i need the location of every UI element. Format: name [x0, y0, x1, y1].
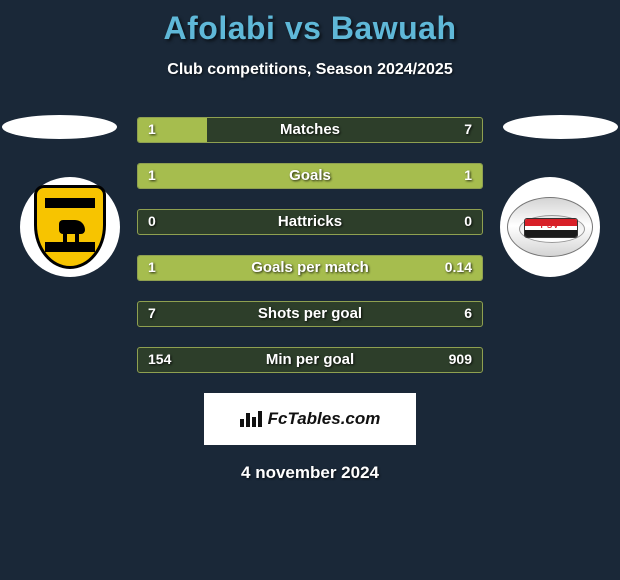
stat-row: 00Hattricks — [137, 209, 483, 235]
stat-row: 17Matches — [137, 117, 483, 143]
page-title: Afolabi vs Bawuah — [0, 0, 620, 47]
date-label: 4 november 2024 — [0, 463, 620, 483]
cambuur-shield-icon — [34, 185, 106, 269]
stat-label: Goals — [138, 167, 482, 184]
psv-badge-icon: PSV — [507, 197, 593, 257]
player-photo-placeholder-left — [2, 115, 117, 139]
stat-row: 11Goals — [137, 163, 483, 189]
stat-row: 154909Min per goal — [137, 347, 483, 373]
psv-text: PSV — [508, 221, 592, 230]
stat-bars: 17Matches 11Goals 00Hattricks 10.14Goals pe… — [137, 117, 483, 373]
stat-label: Matches — [138, 121, 482, 138]
stat-label: Hattricks — [138, 213, 482, 230]
bars-icon — [240, 411, 262, 427]
watermark-text: FcTables.com — [268, 409, 381, 429]
comparison-panel: PSV 17Matches 11Goals 00Hattricks 10.14Goal… — [0, 117, 620, 373]
stat-label: Shots per goal — [138, 305, 482, 322]
stat-row: 76Shots per goal — [137, 301, 483, 327]
team-badge-left — [20, 177, 120, 277]
team-badge-right: PSV — [500, 177, 600, 277]
stat-label: Min per goal — [138, 351, 482, 368]
stat-row: 10.14Goals per match — [137, 255, 483, 281]
player-photo-placeholder-right — [503, 115, 618, 139]
stat-label: Goals per match — [138, 259, 482, 276]
subtitle: Club competitions, Season 2024/2025 — [0, 61, 620, 79]
fctables-watermark: FcTables.com — [204, 393, 416, 445]
